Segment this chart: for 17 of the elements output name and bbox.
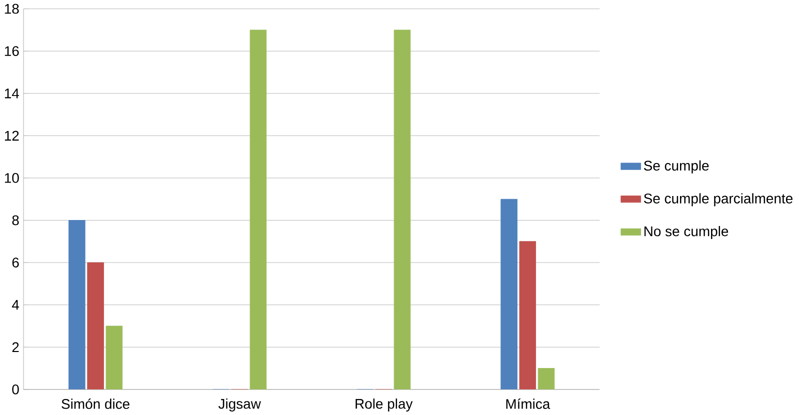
y-tick-label: 8 (12, 215, 19, 226)
legend-label: No se cumple (644, 226, 728, 239)
y-tick-label: 2 (12, 342, 19, 352)
legend-label: Se cumple parcialmente (644, 193, 793, 206)
x-tick-label: Role play (356, 398, 413, 412)
y-tick-label: 4 (12, 300, 20, 310)
y-tick-label: 12 (4, 130, 19, 140)
x-tick-label: Jigsaw (218, 398, 261, 412)
y-tick-label: 10 (4, 172, 19, 183)
y-tick-label: 0 (12, 384, 19, 394)
legend-label: Se cumple (644, 160, 709, 174)
y-tick-label: 18 (4, 4, 19, 14)
y-tick-label: 14 (4, 88, 20, 98)
x-tick-label: Simón dice (62, 398, 130, 409)
y-tick-label: 16 (4, 46, 19, 56)
x-tick-label: Mímica (506, 398, 550, 409)
y-tick-label: 6 (12, 257, 19, 268)
